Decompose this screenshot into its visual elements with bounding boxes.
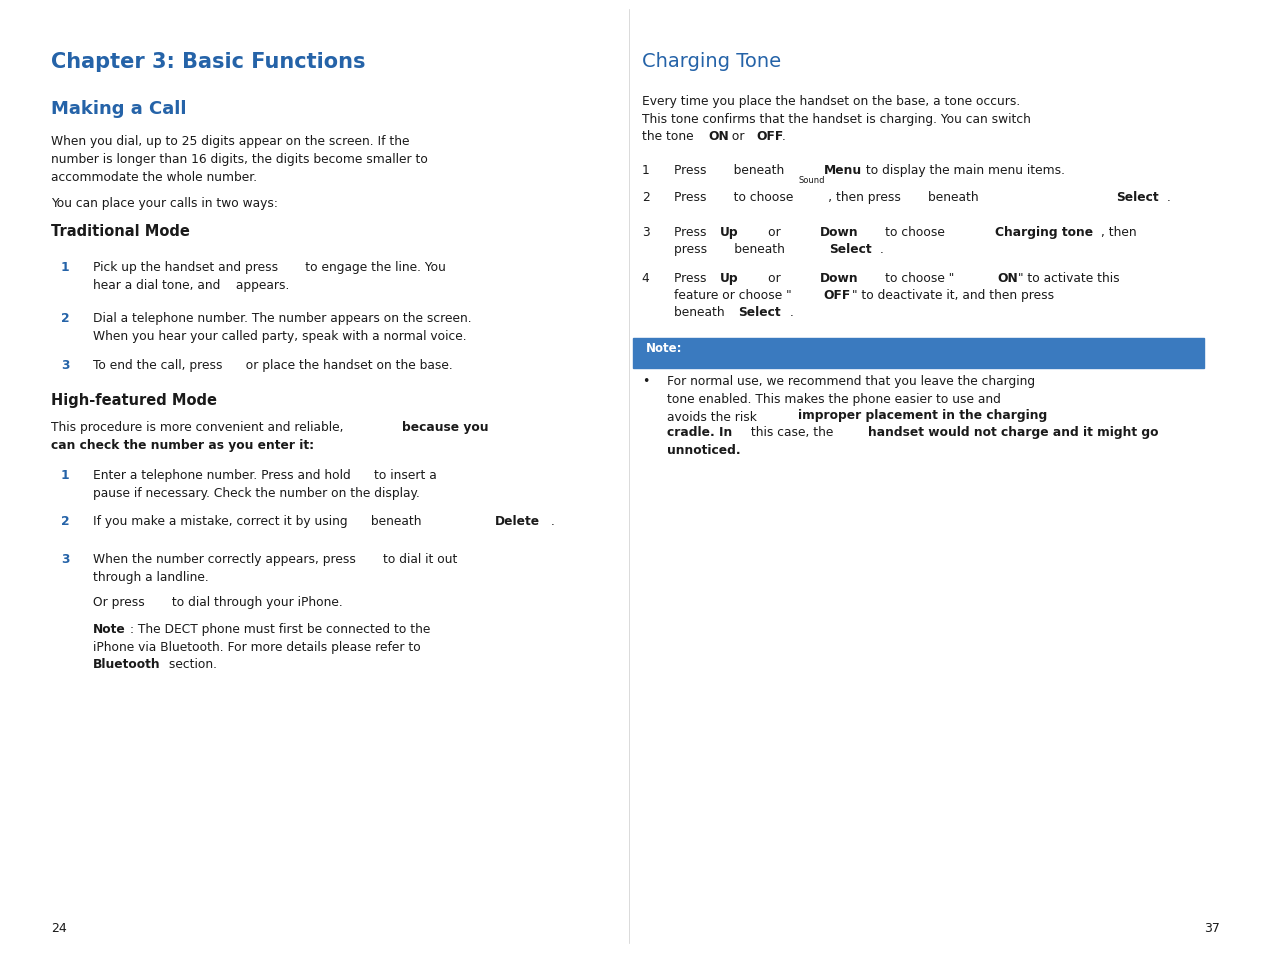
Text: handset would not charge and it might go: handset would not charge and it might go <box>868 426 1159 439</box>
Text: " to deactivate it, and then press: " to deactivate it, and then press <box>852 289 1077 302</box>
Text: .: . <box>1167 191 1171 204</box>
Text: .: . <box>782 130 785 143</box>
Text: Down: Down <box>820 226 858 239</box>
Text: 2: 2 <box>642 191 649 204</box>
Text: because you: because you <box>402 420 488 434</box>
Text: High-featured Mode: High-featured Mode <box>51 393 217 408</box>
Text: This procedure is more convenient and reliable,: This procedure is more convenient and re… <box>51 420 347 434</box>
Text: When you dial, up to 25 digits appear on the screen. If the
number is longer tha: When you dial, up to 25 digits appear on… <box>51 135 428 184</box>
Text: Press       beneath: Press beneath <box>674 164 788 177</box>
Text: iPhone via Bluetooth. For more details please refer to: iPhone via Bluetooth. For more details p… <box>93 640 421 654</box>
Text: .: . <box>880 243 883 256</box>
Text: Making a Call: Making a Call <box>51 100 187 118</box>
Text: , then: , then <box>1101 226 1136 239</box>
Text: feature or choose ": feature or choose " <box>674 289 792 302</box>
Text: can check the number as you enter it:: can check the number as you enter it: <box>51 438 314 452</box>
Text: Chapter 3: Basic Functions: Chapter 3: Basic Functions <box>51 52 365 72</box>
Text: to display the main menu items.: to display the main menu items. <box>862 164 1065 177</box>
Text: Note:: Note: <box>646 342 683 355</box>
Text: OFF: OFF <box>756 130 783 143</box>
Text: improper placement in the charging: improper placement in the charging <box>798 409 1047 422</box>
Text: the tone: the tone <box>642 130 698 143</box>
Text: Pick up the handset and press       to engage the line. You
hear a dial tone, an: Pick up the handset and press to engage … <box>93 261 446 292</box>
Text: Charging Tone: Charging Tone <box>642 52 780 71</box>
Text: unnoticed.: unnoticed. <box>667 443 741 456</box>
Text: ON: ON <box>998 272 1018 285</box>
Text: beneath: beneath <box>674 306 728 319</box>
Text: 1: 1 <box>642 164 649 177</box>
Text: Select: Select <box>738 306 782 319</box>
Text: to choose: to choose <box>858 226 948 239</box>
Text: 24: 24 <box>51 921 66 934</box>
Text: Traditional Mode: Traditional Mode <box>51 224 189 239</box>
Text: 1: 1 <box>61 261 70 274</box>
Text: •: • <box>642 375 649 388</box>
Text: This tone confirms that the handset is charging. You can switch: This tone confirms that the handset is c… <box>642 112 1031 126</box>
Text: or: or <box>741 272 784 285</box>
Text: section.: section. <box>165 658 217 671</box>
Text: Down: Down <box>820 272 858 285</box>
Text: Menu: Menu <box>824 164 862 177</box>
Text: press       beneath: press beneath <box>674 243 788 256</box>
FancyBboxPatch shape <box>633 338 1204 369</box>
Text: Press       to choose         , then press       beneath: Press to choose , then press beneath <box>674 191 982 204</box>
Text: : The DECT phone must first be connected to the: : The DECT phone must first be connected… <box>130 622 430 636</box>
Text: 3: 3 <box>61 358 70 372</box>
Text: Note: Note <box>93 622 126 636</box>
Text: Up: Up <box>719 226 738 239</box>
Text: 2: 2 <box>61 515 70 528</box>
Text: 3: 3 <box>642 226 649 239</box>
Text: 1: 1 <box>61 469 70 482</box>
Text: Every time you place the handset on the base, a tone occurs.: Every time you place the handset on the … <box>642 95 1021 109</box>
Text: Dial a telephone number. The number appears on the screen.
When you hear your ca: Dial a telephone number. The number appe… <box>93 312 472 342</box>
Text: Select: Select <box>829 243 872 256</box>
Text: 2: 2 <box>61 312 70 325</box>
Text: If you make a mistake, correct it by using      beneath: If you make a mistake, correct it by usi… <box>93 515 426 528</box>
Text: this case, the: this case, the <box>747 426 838 439</box>
Text: Bluetooth: Bluetooth <box>93 658 160 671</box>
Text: cradle. In: cradle. In <box>667 426 732 439</box>
Text: To end the call, press      or place the handset on the base.: To end the call, press or place the hand… <box>93 358 452 372</box>
Text: Up: Up <box>719 272 738 285</box>
Text: Press: Press <box>674 226 710 239</box>
Text: Enter a telephone number. Press and hold      to insert a
pause if necessary. Ch: Enter a telephone number. Press and hold… <box>93 469 436 499</box>
Text: 4: 4 <box>642 272 649 285</box>
Text: Press: Press <box>674 272 710 285</box>
Text: For normal use, we recommend that you leave the charging
tone enabled. This make: For normal use, we recommend that you le… <box>667 375 1036 423</box>
Text: Charging tone: Charging tone <box>995 226 1093 239</box>
Text: or: or <box>728 130 749 143</box>
Text: Delete: Delete <box>494 515 540 528</box>
Text: .: . <box>550 515 554 528</box>
Text: 3: 3 <box>61 553 70 566</box>
Text: Select: Select <box>1116 191 1159 204</box>
Text: ON: ON <box>708 130 728 143</box>
Text: or: or <box>741 226 784 239</box>
Text: Or press       to dial through your iPhone.: Or press to dial through your iPhone. <box>93 596 342 609</box>
Text: You can place your calls in two ways:: You can place your calls in two ways: <box>51 197 278 211</box>
Text: to choose ": to choose " <box>858 272 955 285</box>
Text: 37: 37 <box>1205 921 1220 934</box>
Text: Sound: Sound <box>798 175 825 184</box>
Text: OFF: OFF <box>824 289 850 302</box>
Text: When the number correctly appears, press       to dial it out
through a landline: When the number correctly appears, press… <box>93 553 458 583</box>
Text: " to activate this: " to activate this <box>1018 272 1120 285</box>
Text: .: . <box>789 306 793 319</box>
